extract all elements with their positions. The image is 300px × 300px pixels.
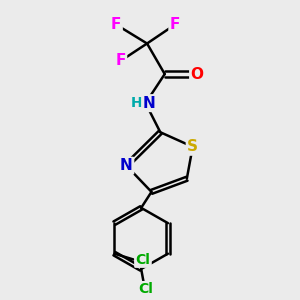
- Text: N: N: [120, 158, 133, 173]
- Text: F: F: [170, 17, 180, 32]
- Text: H: H: [131, 96, 142, 110]
- Text: N: N: [143, 96, 155, 111]
- Text: S: S: [187, 139, 198, 154]
- Text: F: F: [116, 53, 126, 68]
- Text: Cl: Cl: [138, 282, 153, 296]
- Text: O: O: [190, 67, 204, 82]
- Text: F: F: [111, 17, 121, 32]
- Text: Cl: Cl: [136, 253, 150, 266]
